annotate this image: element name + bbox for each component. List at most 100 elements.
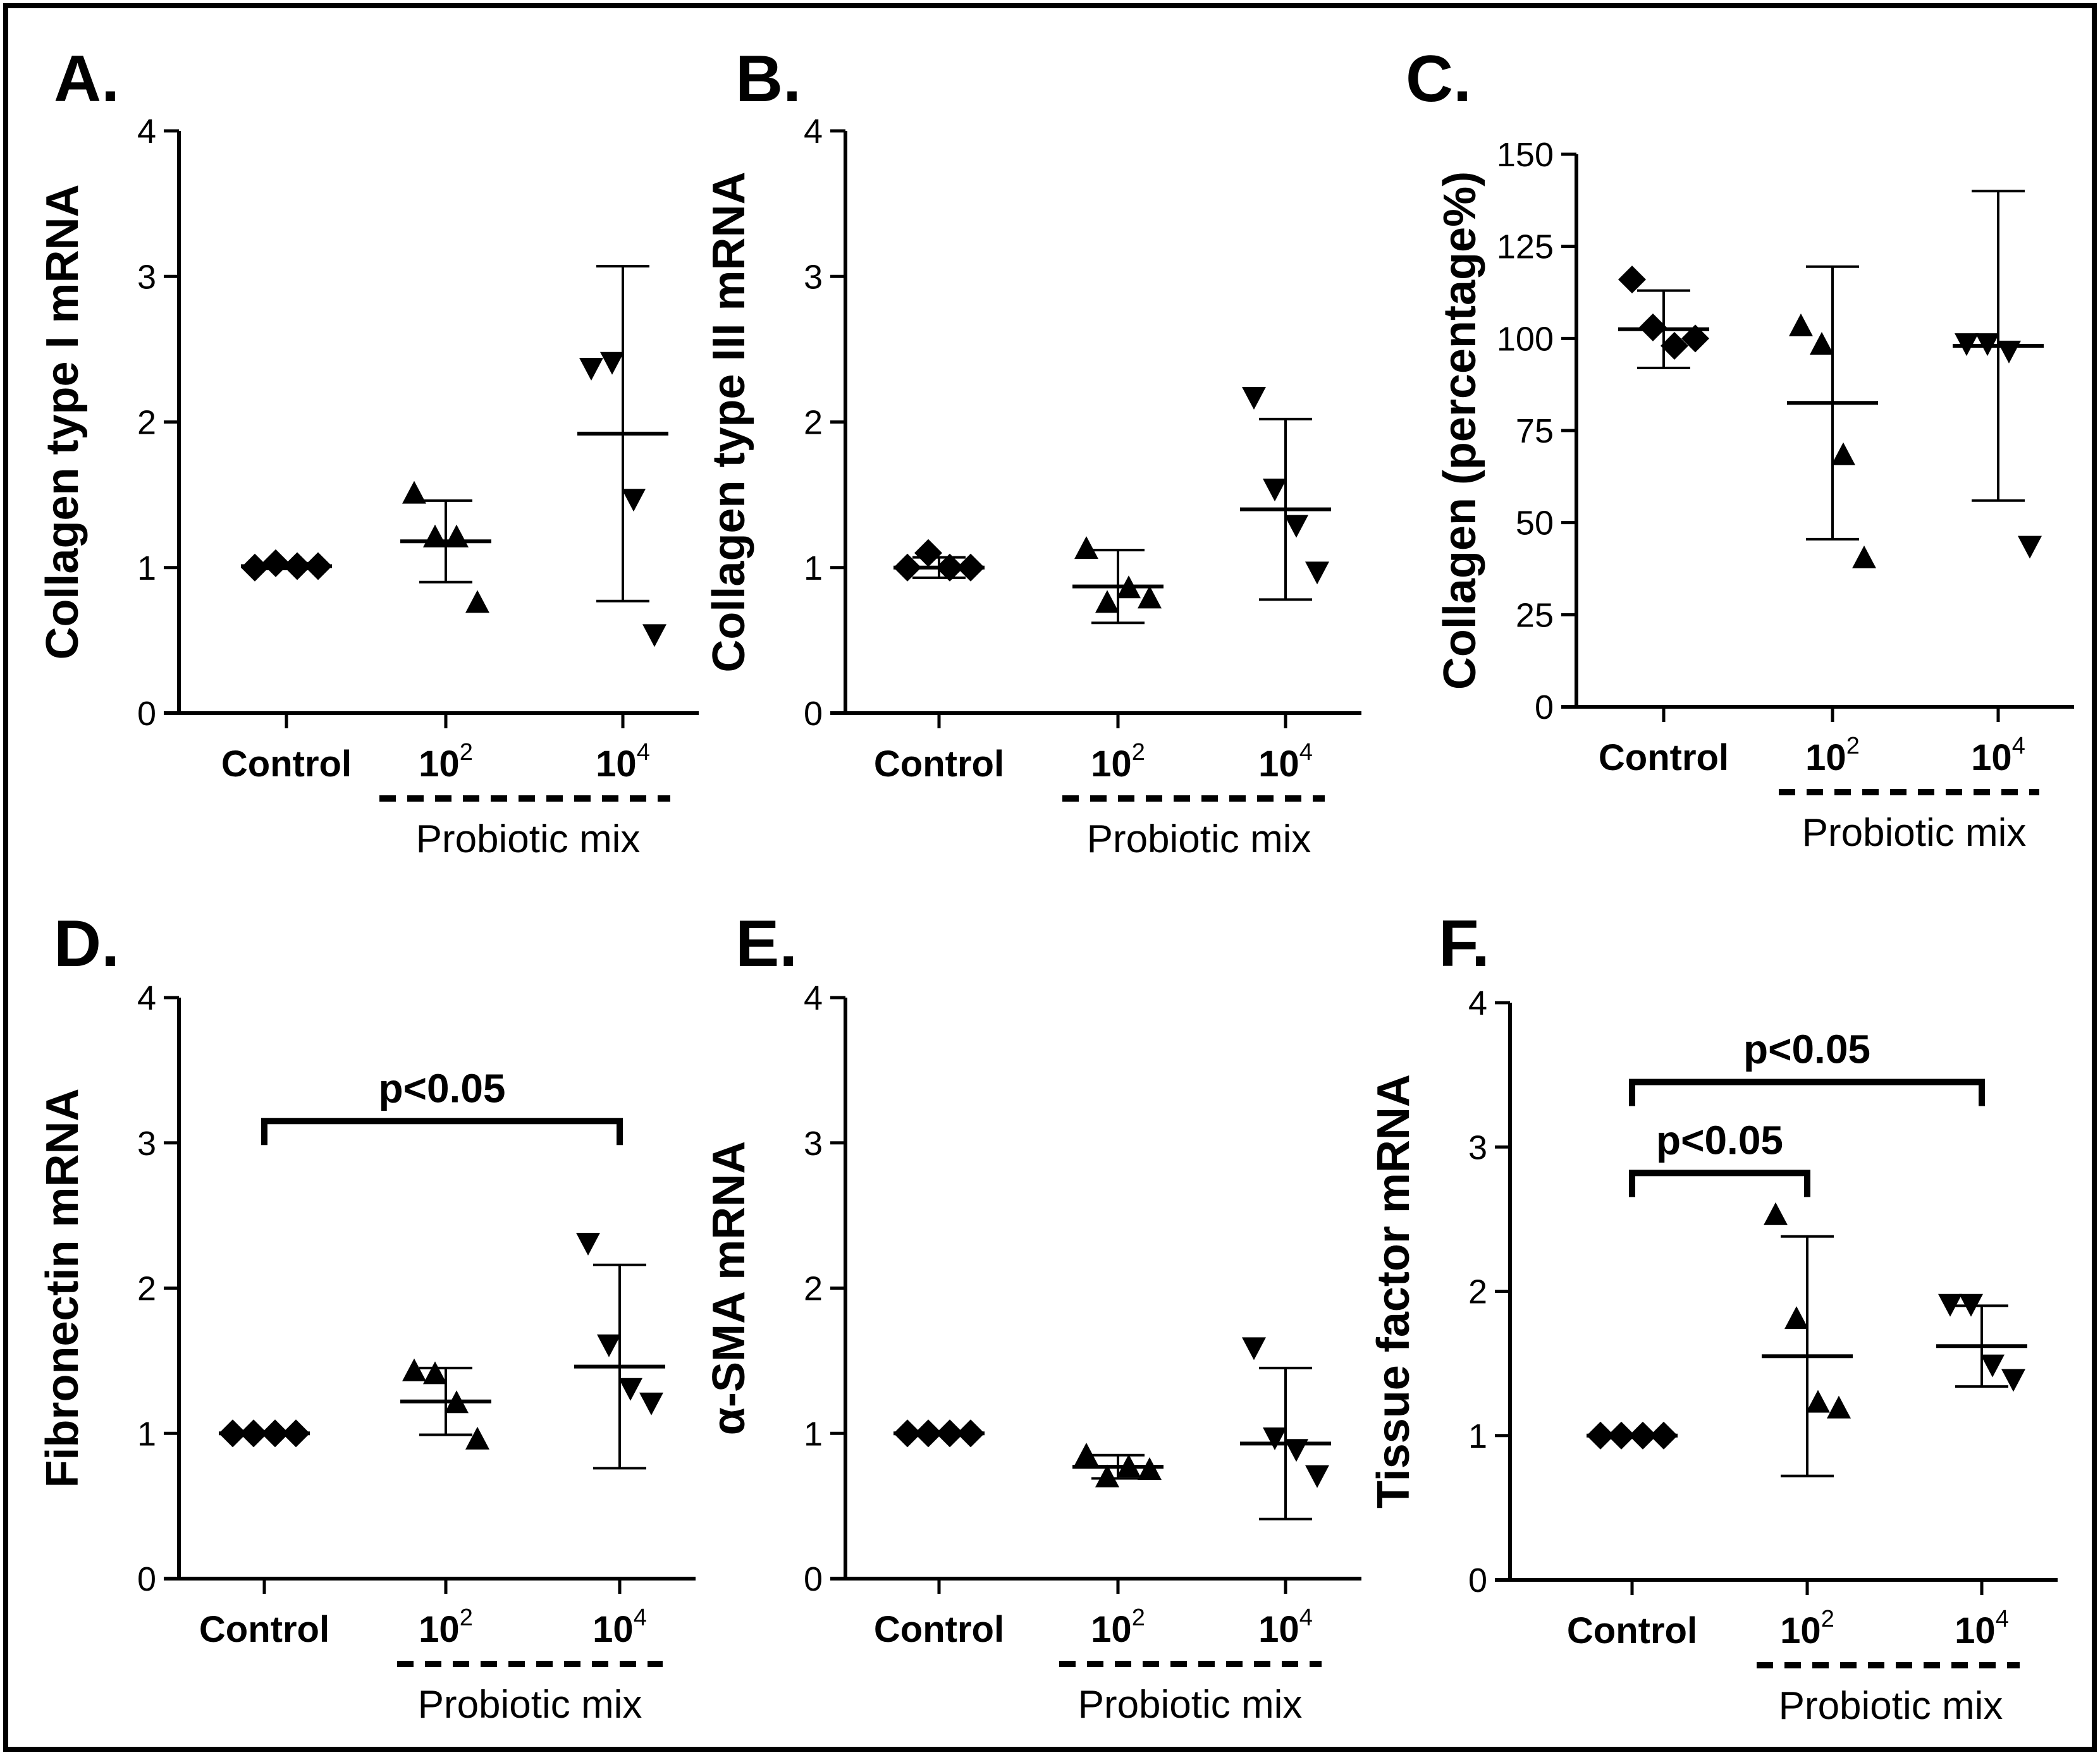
x-tick-label: 102 bbox=[419, 1605, 473, 1650]
y-tick-label: 0 bbox=[1468, 1562, 1487, 1599]
significance-bracket bbox=[1629, 1170, 1810, 1197]
y-tick-label: 3 bbox=[804, 258, 823, 296]
y-tick-label: 0 bbox=[137, 1560, 156, 1598]
x-tick-label-exponent: 4 bbox=[1996, 1606, 2009, 1632]
group-label: Probiotic mix bbox=[1802, 811, 2027, 855]
group-label: Probiotic mix bbox=[416, 817, 641, 861]
x-tick-label-exponent: 4 bbox=[634, 1605, 647, 1631]
y-tick-label: 150 bbox=[1497, 136, 1554, 174]
data-point bbox=[1938, 1293, 1962, 1317]
significance-label: p<0.05 bbox=[1656, 1117, 1783, 1163]
data-point bbox=[1955, 333, 1979, 357]
data-point bbox=[2018, 535, 2042, 559]
figure-border bbox=[3, 3, 2097, 1752]
x-tick-label: 104 bbox=[1258, 1605, 1313, 1650]
y-tick-label: 2 bbox=[1468, 1273, 1487, 1311]
data-point bbox=[465, 1426, 489, 1450]
data-point bbox=[1263, 1427, 1287, 1450]
x-tick-label-base: 10 bbox=[1971, 737, 2012, 778]
x-tick-label-base: Control bbox=[199, 1609, 329, 1650]
x-tick-label: Control bbox=[874, 743, 1004, 785]
data-point bbox=[936, 553, 964, 582]
y-tick-label: 100 bbox=[1497, 320, 1554, 358]
data-point bbox=[402, 1358, 426, 1381]
panel-letter: B. bbox=[735, 42, 801, 116]
data-point bbox=[445, 524, 469, 547]
x-tick-label: 104 bbox=[1971, 733, 2025, 778]
y-axis-label: Collagen (percentage%) bbox=[1435, 171, 1485, 690]
data-point bbox=[1305, 1465, 1329, 1488]
y-axis-label: Collagen type III mRNA bbox=[704, 171, 754, 672]
data-point bbox=[639, 1392, 663, 1416]
x-tick-label: 104 bbox=[1258, 739, 1313, 785]
data-point bbox=[1980, 1354, 2005, 1378]
x-tick-label-base: 10 bbox=[419, 1609, 460, 1650]
data-point bbox=[1138, 1457, 1162, 1480]
y-tick-label: 2 bbox=[804, 404, 823, 442]
y-axis-label: Fibronectin mRNA bbox=[37, 1088, 88, 1488]
data-point bbox=[423, 1361, 447, 1385]
data-point bbox=[283, 552, 311, 580]
data-point bbox=[600, 352, 624, 375]
data-point bbox=[1831, 442, 1855, 465]
y-tick-label: 0 bbox=[137, 695, 156, 733]
data-point bbox=[1587, 1421, 1614, 1450]
y-tick-label: 3 bbox=[804, 1125, 823, 1163]
data-point bbox=[1095, 1464, 1119, 1488]
x-tick-label: 102 bbox=[1091, 739, 1145, 785]
significance-bracket bbox=[1629, 1079, 1985, 1106]
data-point bbox=[1784, 1306, 1808, 1330]
x-tick-label-exponent: 2 bbox=[460, 739, 473, 766]
x-tick-label-base: Control bbox=[1567, 1610, 1697, 1651]
data-point bbox=[1810, 331, 1834, 355]
x-tick-label: 102 bbox=[1780, 1606, 1834, 1651]
data-point bbox=[402, 480, 426, 504]
data-point bbox=[618, 1378, 642, 1401]
data-point bbox=[1681, 324, 1709, 353]
data-point bbox=[1095, 590, 1119, 613]
panel-letter: D. bbox=[54, 907, 120, 981]
data-point bbox=[1639, 313, 1667, 341]
x-tick-label: 102 bbox=[1805, 733, 1860, 778]
panel-letter: F. bbox=[1439, 907, 1490, 981]
data-point bbox=[1284, 1439, 1308, 1462]
x-tick-label-exponent: 2 bbox=[1132, 739, 1145, 766]
x-tick-label-base: Control bbox=[221, 743, 352, 785]
group-label: Probiotic mix bbox=[1779, 1684, 2003, 1728]
y-tick-label: 4 bbox=[804, 113, 823, 150]
data-point bbox=[1074, 1443, 1098, 1466]
y-tick-label: 1 bbox=[137, 1415, 156, 1453]
data-point bbox=[262, 549, 290, 577]
y-tick-label: 2 bbox=[137, 1270, 156, 1308]
data-point bbox=[957, 553, 985, 582]
x-tick-label: Control bbox=[199, 1609, 329, 1650]
data-point bbox=[914, 1419, 942, 1448]
group-label: Probiotic mix bbox=[1087, 817, 1311, 861]
data-point bbox=[597, 1334, 621, 1357]
data-point bbox=[423, 524, 447, 547]
data-point bbox=[936, 1419, 964, 1448]
y-tick-label: 50 bbox=[1516, 504, 1554, 542]
data-point bbox=[304, 552, 332, 580]
x-tick-label: 102 bbox=[419, 739, 473, 785]
y-axis-label: Tissue factor mRNA bbox=[1368, 1074, 1419, 1508]
x-tick-label: Control bbox=[221, 743, 352, 785]
x-tick-label-exponent: 2 bbox=[1821, 1606, 1834, 1632]
data-point bbox=[240, 1419, 267, 1448]
x-tick-label-exponent: 2 bbox=[1846, 733, 1860, 759]
group-label: Probiotic mix bbox=[418, 1683, 642, 1727]
y-tick-label: 3 bbox=[137, 258, 156, 296]
data-point bbox=[1997, 340, 2021, 364]
data-point bbox=[1629, 1421, 1657, 1450]
y-tick-label: 4 bbox=[804, 979, 823, 1017]
data-point bbox=[622, 489, 646, 512]
data-point bbox=[1650, 1421, 1678, 1450]
y-tick-label: 125 bbox=[1497, 228, 1554, 266]
x-tick-label-base: 10 bbox=[1091, 1609, 1132, 1650]
x-tick-label-base: 10 bbox=[419, 743, 460, 785]
